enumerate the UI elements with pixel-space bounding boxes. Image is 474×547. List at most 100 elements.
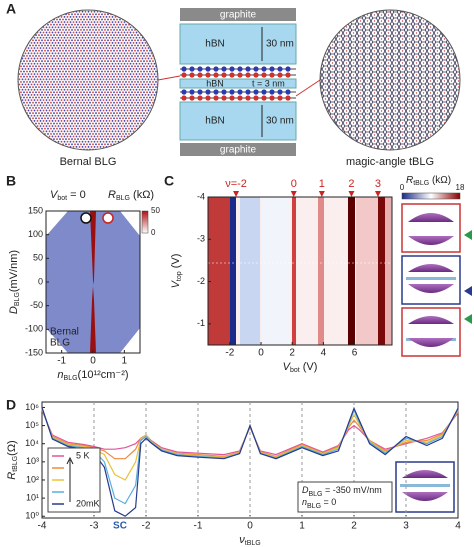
atom <box>285 66 291 72</box>
y-tick-label: 100 <box>28 229 43 239</box>
atom <box>237 95 243 101</box>
atom <box>237 89 243 95</box>
atom <box>197 89 203 95</box>
colorbar-tick-label: 0 <box>400 183 405 192</box>
y-axis-label-sub: BLG <box>14 292 21 306</box>
atom <box>213 72 219 78</box>
caption: Bernal BLG <box>60 156 117 168</box>
atom <box>253 66 259 72</box>
atom <box>221 72 227 78</box>
colorbar <box>401 192 461 200</box>
atom <box>277 95 283 101</box>
panel-label: C <box>164 173 174 189</box>
atom <box>197 95 203 101</box>
x-tick-label: 2 <box>289 348 295 359</box>
atom <box>197 72 203 78</box>
y-tick-label: -50 <box>30 300 43 310</box>
note-main: n <box>302 497 307 507</box>
x-tick-label: 0 <box>258 348 264 359</box>
layer-label: hBN <box>206 78 224 88</box>
atom <box>237 66 243 72</box>
x-axis-label: Vbot (V) <box>283 361 318 374</box>
colorbar-title-main: R <box>108 189 116 201</box>
y-tick-label: 10⁵ <box>25 420 39 430</box>
atom <box>277 66 283 72</box>
series-line <box>41 406 459 517</box>
atom <box>221 89 227 95</box>
atom <box>213 66 219 72</box>
x-axis-label-main: ν <box>239 534 245 546</box>
x-axis-label-rest: (10¹²cm⁻²) <box>78 369 129 381</box>
y-axis-label: Vtop (V) <box>170 254 183 289</box>
colorbar-title-main: R <box>406 175 413 186</box>
y-axis-label: RtBLG(Ω) <box>6 440 19 479</box>
legend-arrow <box>66 456 74 502</box>
hbn-layer <box>179 101 297 141</box>
thickness-label: 30 nm <box>266 116 294 127</box>
y-tick-label: 50 <box>33 253 43 263</box>
atom <box>197 66 203 72</box>
atom <box>205 66 211 72</box>
y-axis-label: DBLG(mV/nm) <box>8 250 21 314</box>
x-tick-label: 3 <box>403 521 409 532</box>
thickness-label: 30 nm <box>266 39 294 50</box>
note: nBLG = 0 <box>302 497 336 510</box>
x-tick-label: 4 <box>455 521 461 532</box>
y-tick-label: -4 <box>197 191 205 201</box>
atom <box>277 72 283 78</box>
atom <box>261 95 267 101</box>
filling-arrow <box>348 191 355 197</box>
y-tick-label: 10¹ <box>26 492 39 502</box>
y-axis-label-sub: tBLG <box>12 456 19 472</box>
atom <box>213 89 219 95</box>
layer-label: graphite <box>220 10 257 21</box>
x-axis-label-sub: bot <box>290 367 300 374</box>
y-tick-label: 0 <box>38 276 43 286</box>
filling-label: 0 <box>291 178 297 190</box>
atom <box>221 95 227 101</box>
x-tick-label: 2 <box>351 521 357 532</box>
x-axis-label-sub: BLG <box>64 375 78 382</box>
y-axis-label-main: D <box>8 306 20 314</box>
note: DBLG = -350 mV/nm <box>302 485 382 498</box>
panel-label: B <box>6 173 16 189</box>
atom <box>181 95 187 101</box>
graphite-layer <box>180 8 296 21</box>
atom <box>181 72 187 78</box>
atom <box>181 66 187 72</box>
atom <box>229 95 235 101</box>
y-axis-label-main: R <box>6 472 18 480</box>
colorbar-tick-label: 50 <box>151 206 160 215</box>
colorbar-title-sub: tBLG <box>413 180 429 187</box>
panel-title-rest: = 0 <box>67 189 86 201</box>
atom <box>269 72 275 78</box>
colorbar-tick-label: 18 <box>456 183 465 192</box>
y-tick-label: 10² <box>26 474 39 484</box>
atom <box>269 89 275 95</box>
device-inset <box>401 203 472 357</box>
y-tick-label: 10³ <box>26 456 39 466</box>
atom <box>261 66 267 72</box>
moire-lattice <box>319 9 461 151</box>
x-tick-label: -3 <box>90 521 99 532</box>
legend-label: 20mK <box>76 498 100 508</box>
note-sub: BLG <box>307 503 321 510</box>
y-tick-label: -3 <box>197 234 205 244</box>
y-axis-label-rest: (V) <box>170 254 182 272</box>
filling-label: 3 <box>375 178 381 190</box>
atom <box>205 95 211 101</box>
atom <box>229 72 235 78</box>
y-tick-label: 10⁰ <box>25 511 39 521</box>
colorbar-title-rest: (kΩ) <box>130 189 154 201</box>
atom <box>205 89 211 95</box>
atoms <box>181 66 291 101</box>
hbn-spacer <box>179 78 297 89</box>
y-tick-label: -2 <box>197 276 205 286</box>
x-tick-label: -2 <box>142 521 151 532</box>
y-tick-label: 150 <box>28 205 43 215</box>
y-tick-label: 10⁴ <box>25 438 39 448</box>
atom <box>205 72 211 78</box>
legend-label: 5 K <box>76 450 90 460</box>
note-rest: = 0 <box>321 497 336 507</box>
x-tick-label: 1 <box>299 521 305 532</box>
